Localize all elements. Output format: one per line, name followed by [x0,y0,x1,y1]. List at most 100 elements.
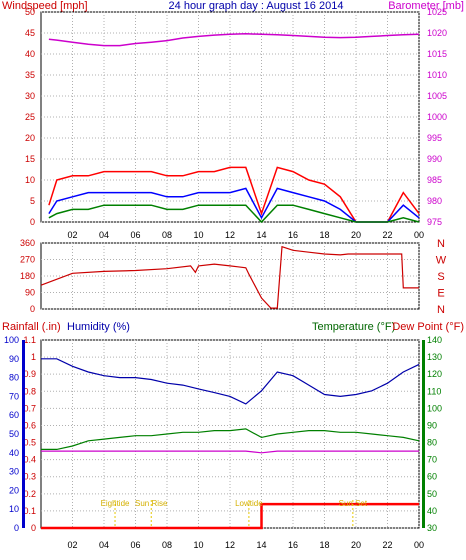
x-tick-label-wind: 02 [67,230,77,240]
temperature-tick-label: 140 [427,335,442,345]
x-tick-label-wind: 04 [99,230,109,240]
humidity-axis-bar [22,340,25,528]
x-tick-label-wind: 00 [414,230,424,240]
rain-tick-label: 0.3 [23,472,36,482]
humidity-tick-label: 30 [9,467,19,477]
humidity-tick-label: 20 [9,485,19,495]
barometer-tick-label: 1025 [427,7,447,17]
x-tick-label-wind: 16 [288,230,298,240]
compass-label: E [437,288,444,300]
windspeed-tick-label: 5 [30,196,35,206]
windspeed-tick-label: 40 [25,49,35,59]
astro-marker-label: Sun Set [339,499,368,508]
grid-layer [41,11,420,529]
x-tick-label-bottom: 22 [382,540,392,550]
x-tick-label-bottom: 02 [67,540,77,550]
rain-tick-label: 0.4 [23,455,36,465]
barometer-tick-label: 995 [427,133,442,143]
rain-tick-label: 0.5 [23,438,36,448]
windspeed-label: Windspeed [mph] [2,0,88,12]
barometer-tick-label: 975 [427,217,442,227]
dewpoint-label: Dew Point (°F) [392,321,464,333]
humidity-tick-label: 100 [4,335,19,345]
humidity-tick-label: 70 [9,391,19,401]
rain-tick-label: 0.7 [23,403,36,413]
windspeed-tick-label: 25 [25,112,35,122]
series-temperature-line [41,428,420,450]
temperature-tick-label: 100 [427,403,442,413]
barometer-tick-label: 980 [427,196,442,206]
windspeed-tick-label: 30 [25,91,35,101]
x-tick-label-bottom: 14 [256,540,266,550]
x-tick-label-bottom: 16 [288,540,298,550]
humidity-tick-label: 50 [9,429,19,439]
rain-tick-label: 0.9 [23,369,36,379]
x-tick-label-wind: 14 [256,230,266,240]
windspeed-tick-label: 50 [25,7,35,17]
direction-tick-label: 90 [25,288,35,298]
barometer-label: Barometer [mb] [388,0,464,12]
astro-marker-label: Lowtide [235,499,263,508]
temperature-tick-label: 110 [427,386,441,396]
x-tick-label-bottom: 04 [99,540,109,550]
rain-tick-label: 0 [31,523,36,533]
rain-tick-label: 0.8 [23,386,36,396]
rain-tick-label: 0.1 [23,506,36,516]
temperature-tick-label: 50 [427,489,437,499]
windspeed-tick-label: 10 [25,175,35,185]
tick-label-layer: 0202040406060808101012121414161618182020… [4,7,447,550]
astro-marker-label: Sun Rise [135,499,168,508]
series-rainfall-line [41,502,419,530]
temperature-tick-label: 70 [427,455,437,465]
barometer-tick-label: 1020 [427,28,447,38]
chart-title: 24 hour graph day : August 16 2014 [169,0,344,12]
x-tick-label-bottom: 08 [162,540,172,550]
temperature-tick-label: 80 [427,438,437,448]
series-humidity-line [41,358,420,405]
temperature-tick-label: 40 [427,506,437,516]
rainfall-label: Rainfall (.in) [2,321,61,333]
temperature-tick-label: 90 [427,420,437,430]
astro-marker-label: Eightide [101,499,130,508]
series-layer [40,33,420,530]
barometer-tick-label: 990 [427,154,442,164]
humidity-tick-label: 0 [14,523,19,533]
windspeed-tick-label: 35 [25,70,35,80]
x-tick-label-wind: 08 [162,230,172,240]
barometer-tick-label: 1010 [427,70,447,80]
x-tick-label-wind: 22 [382,230,392,240]
direction-tick-label: 180 [20,271,35,281]
series-barometer-line [48,33,420,47]
temperature-label: Temperature (°F) [312,321,395,333]
humidity-tick-label: 10 [9,504,19,514]
direction-tick-label: 270 [20,255,35,265]
compass-label: W [436,255,447,267]
x-tick-label-bottom: 20 [351,540,361,550]
x-tick-label-bottom: 18 [319,540,329,550]
barometer-tick-label: 1015 [427,49,447,59]
compass-label: N [437,304,445,316]
x-tick-label-wind: 06 [130,230,140,240]
temperature-tick-label: 60 [427,472,437,482]
barometer-tick-label: 1000 [427,112,447,122]
humidity-tick-label: 60 [9,410,19,420]
rain-tick-label: 1.1 [23,335,36,345]
compass-label: N [437,238,445,250]
x-tick-label-wind: 12 [225,230,235,240]
x-tick-label-bottom: 12 [225,540,235,550]
direction-tick-label: 360 [20,238,35,248]
direction-tick-label: 0 [30,304,35,314]
windspeed-tick-label: 20 [25,133,35,143]
astro-mark-layer: Eightide Sun Rise Lowtide Sun Set [101,499,368,528]
windspeed-tick-label: 15 [25,154,35,164]
series-min-line [48,204,420,224]
rain-tick-label: 0.2 [23,489,36,499]
barometer-tick-label: 1005 [427,91,447,101]
compass-label: S [437,271,444,283]
temperature-tick-label: 30 [427,523,437,533]
humidity-label: Humidity (%) [67,321,130,333]
temperature-tick-label: 120 [427,369,442,379]
rain-tick-label: 0.6 [23,420,36,430]
